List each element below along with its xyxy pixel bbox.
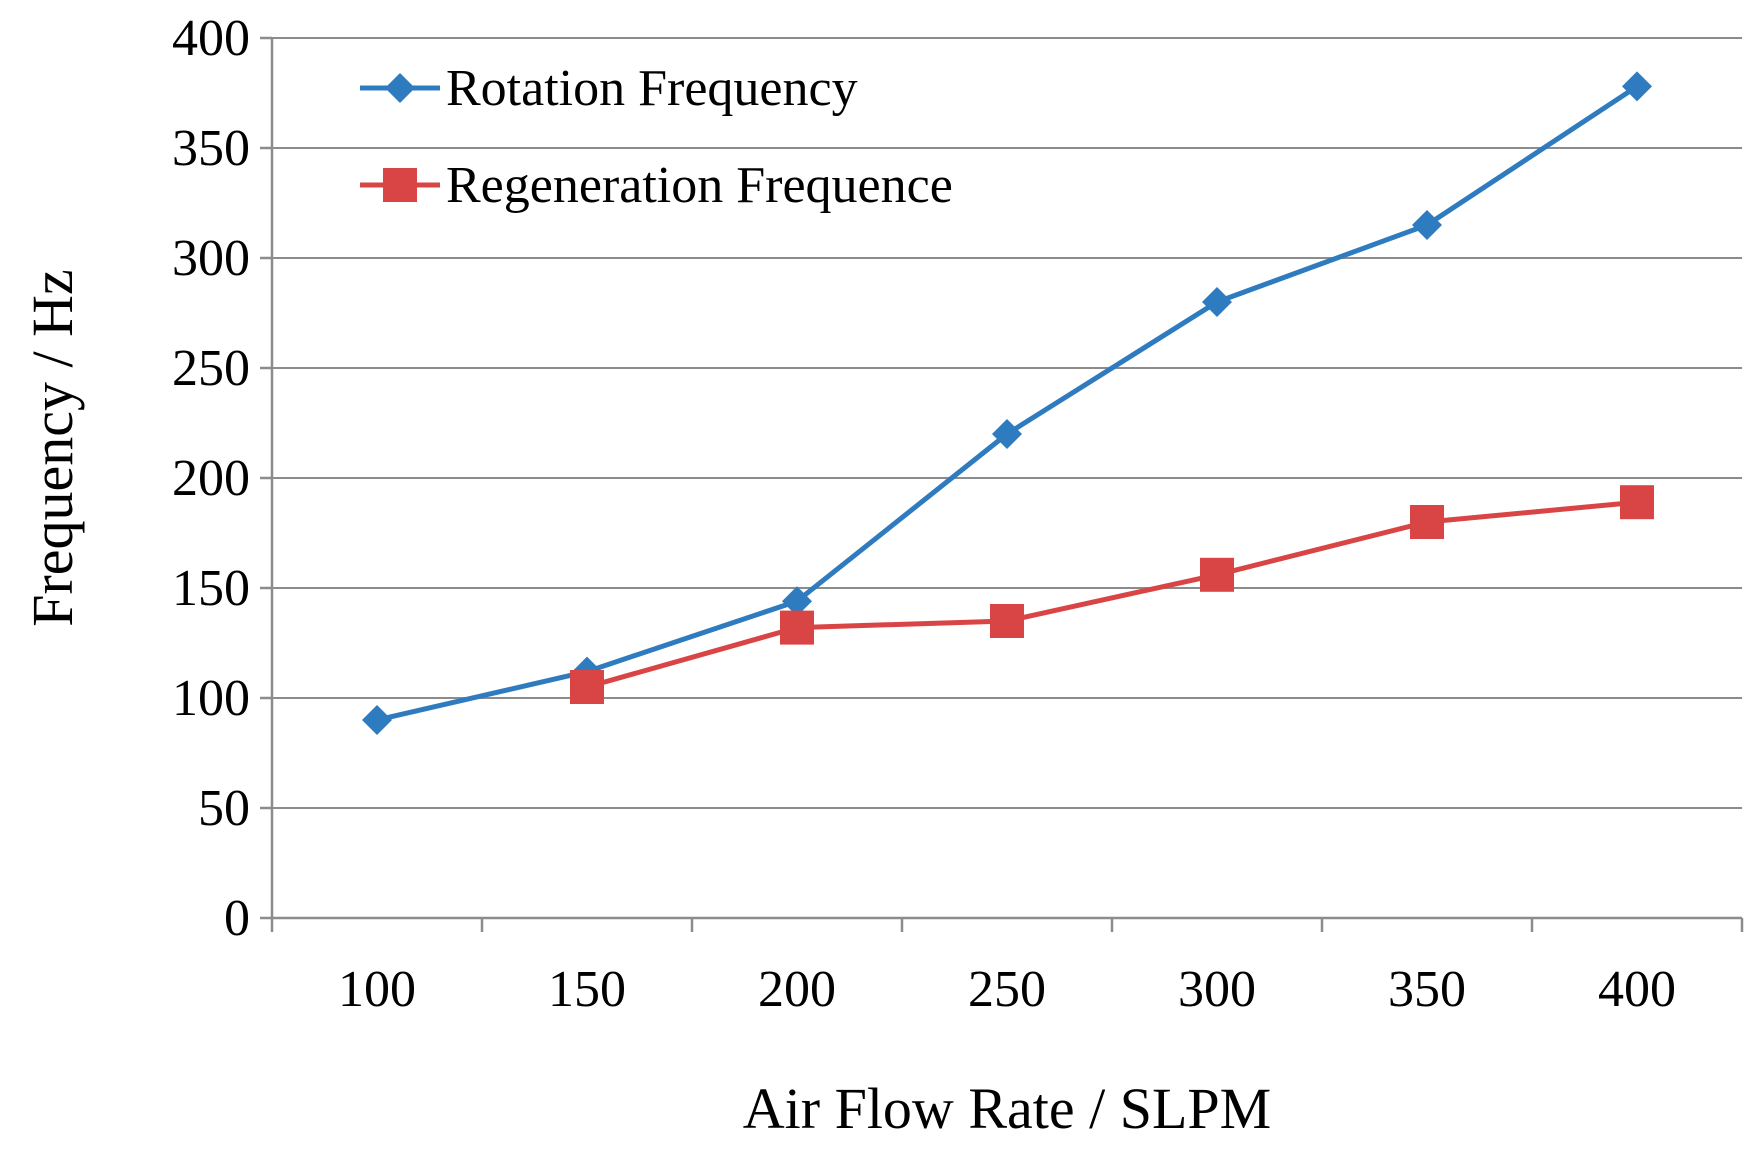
x-tick-label: 300 <box>1178 961 1256 1018</box>
series-markers <box>362 71 1654 735</box>
x-tick-label: 350 <box>1388 961 1466 1018</box>
data-point-diamond <box>992 419 1022 449</box>
legend-marker-square <box>383 168 417 202</box>
y-tick-label: 200 <box>172 450 250 507</box>
y-tick-label: 350 <box>172 120 250 177</box>
tick-labels: 0 50 100 150 200 250 300 350 400 100 150 200 250 300 3… <box>172 10 1676 1018</box>
data-point-square <box>1620 485 1654 520</box>
data-point-square <box>990 604 1024 638</box>
y-tick-label: 50 <box>198 780 250 837</box>
y-tick-label: 100 <box>172 670 250 727</box>
y-axis-title: Frequency / Hz <box>20 269 85 627</box>
x-tick-label: 150 <box>548 961 626 1018</box>
y-tick-label: 300 <box>172 230 250 287</box>
x-tick-label: 400 <box>1598 961 1676 1018</box>
data-point-diamond <box>1202 287 1232 317</box>
axes <box>260 36 1744 932</box>
data-point-square <box>1200 557 1234 592</box>
series-line-2 <box>586 499 1638 690</box>
x-tick-label: 100 <box>338 961 416 1018</box>
legend-label: Regeneration Frequence <box>446 157 953 214</box>
data-point-diamond <box>782 586 812 617</box>
data-point-diamond <box>362 705 392 735</box>
data-point-diamond <box>1622 71 1652 102</box>
data-point-square <box>780 610 814 645</box>
y-tick-label: 0 <box>224 890 250 947</box>
y-tick-label: 400 <box>172 10 250 67</box>
data-point-square <box>1410 505 1444 539</box>
data-point-square <box>570 670 604 704</box>
x-axis-title: Air Flow Rate / SLPM <box>743 1076 1272 1141</box>
gridlines <box>272 37 1742 809</box>
data-point-diamond <box>1412 210 1442 240</box>
x-tick-label: 250 <box>968 961 1046 1018</box>
x-tick-label: 200 <box>758 961 836 1018</box>
legend-marker-diamond <box>385 73 415 103</box>
legend-label: Rotation Frequency <box>446 60 858 117</box>
y-tick-label: 150 <box>172 560 250 617</box>
y-tick-label: 250 <box>172 340 250 397</box>
legend: Rotation Frequency Regeneration Frequence <box>360 60 953 214</box>
